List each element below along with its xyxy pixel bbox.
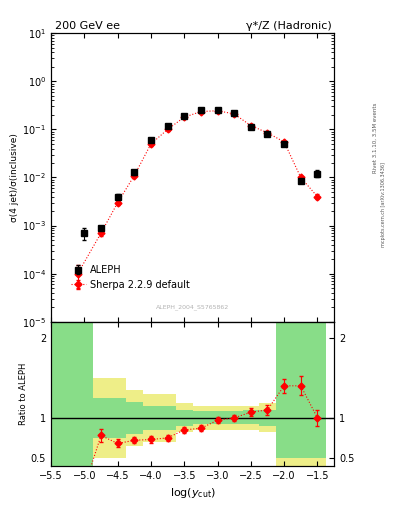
Text: 200 GeV ee: 200 GeV ee bbox=[55, 20, 120, 31]
Bar bbox=[309, 322, 326, 458]
Bar bbox=[276, 322, 292, 458]
Bar bbox=[51, 322, 93, 474]
Bar bbox=[176, 403, 193, 432]
Bar bbox=[51, 322, 93, 498]
Bar bbox=[226, 412, 242, 424]
Bar bbox=[159, 406, 176, 430]
Bar bbox=[209, 412, 226, 424]
Bar bbox=[259, 403, 276, 432]
Bar bbox=[193, 412, 209, 424]
Bar bbox=[226, 406, 242, 430]
Bar bbox=[209, 406, 226, 430]
Y-axis label: Ratio to ALEPH: Ratio to ALEPH bbox=[19, 362, 28, 425]
Bar bbox=[109, 378, 126, 458]
Bar bbox=[93, 398, 109, 438]
Bar bbox=[276, 322, 292, 482]
Bar bbox=[242, 410, 259, 424]
Bar bbox=[93, 378, 109, 458]
Text: Rivet 3.1.10, 3.5M events: Rivet 3.1.10, 3.5M events bbox=[373, 103, 378, 174]
Bar bbox=[242, 406, 259, 430]
Bar bbox=[143, 406, 159, 430]
X-axis label: $\log(y_{\rm cut})$: $\log(y_{\rm cut})$ bbox=[170, 486, 215, 500]
Bar bbox=[259, 410, 276, 426]
Bar bbox=[193, 406, 209, 430]
Bar bbox=[159, 394, 176, 442]
Text: γ*/Z (Hadronic): γ*/Z (Hadronic) bbox=[246, 20, 332, 31]
Bar bbox=[126, 390, 143, 446]
Legend: ALEPH, Sherpa 2.2.9 default: ALEPH, Sherpa 2.2.9 default bbox=[67, 261, 193, 294]
Y-axis label: σ(4 jet)/σ(inclusive): σ(4 jet)/σ(inclusive) bbox=[10, 133, 19, 222]
Bar bbox=[126, 402, 143, 434]
Text: ALEPH_2004_S5765862: ALEPH_2004_S5765862 bbox=[156, 305, 229, 310]
Bar bbox=[143, 394, 159, 442]
Bar bbox=[176, 410, 193, 426]
Bar bbox=[309, 322, 326, 482]
Bar bbox=[292, 322, 309, 482]
Bar bbox=[109, 398, 126, 438]
Bar bbox=[292, 322, 309, 458]
Text: mcplots.cern.ch [arXiv:1306.3436]: mcplots.cern.ch [arXiv:1306.3436] bbox=[381, 162, 386, 247]
